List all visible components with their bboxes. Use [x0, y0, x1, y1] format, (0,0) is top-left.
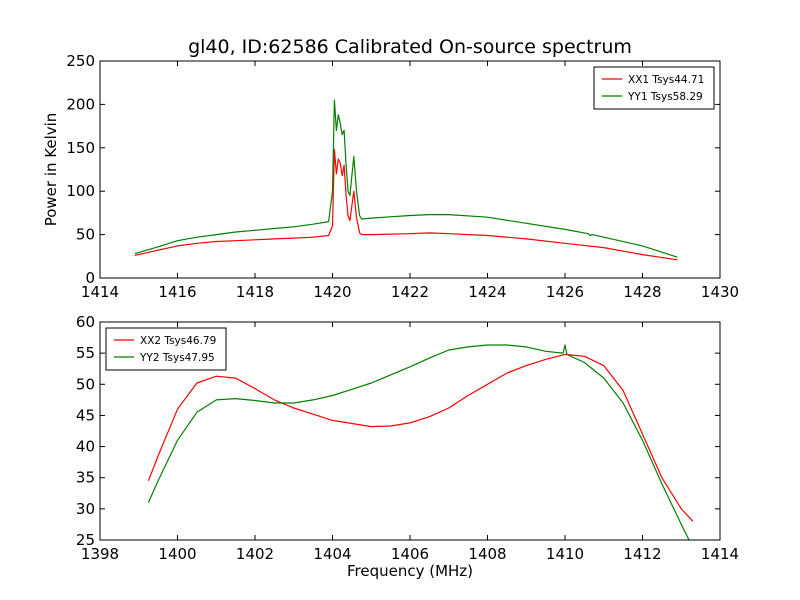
bottom-panel: 1398 1400 1402 1404 1406 1408 1410 1412 1414 25 30… [76, 313, 739, 580]
x-tick-label: 1404 [313, 545, 351, 563]
legend-entry: XX2 Tsys46.79 [140, 335, 216, 347]
y-tick-label: 55 [76, 344, 95, 362]
y-tick-label: 50 [76, 375, 95, 393]
x-tick-label: 1428 [623, 283, 661, 301]
legend-box [105, 327, 227, 371]
legend: XX1 Tsys44.71 YY1 Tsys58.29 [593, 66, 715, 110]
y-tick-label: 250 [66, 52, 95, 70]
legend-entry: XX1 Tsys44.71 [628, 74, 704, 86]
series-line-XX2 Tsys46.79 [147, 353, 694, 522]
y-tick-label: 35 [76, 469, 95, 487]
x-axis-label: Frequency (MHz) [347, 562, 473, 580]
x-tick-label: 1400 [158, 545, 196, 563]
y-tick-label: 25 [76, 531, 95, 549]
x-tick-label: 1412 [623, 545, 661, 563]
chart-title: gl40, ID:62586 Calibrated On-source spec… [188, 36, 632, 58]
x-tick-label: 1406 [391, 545, 429, 563]
legend-entry: YY1 Tsys58.29 [627, 91, 703, 103]
y-axis-label: Power in Kelvin [42, 113, 60, 227]
x-tick-label: 1418 [236, 283, 274, 301]
y-tick-label: 45 [76, 406, 95, 424]
x-tick-label: 1426 [546, 283, 584, 301]
y-tick-label: 30 [76, 500, 95, 518]
series-line-XX1 Tsys44.71 [134, 148, 678, 261]
x-tick-label: 1414 [701, 545, 739, 563]
legend: XX2 Tsys46.79 YY2 Tsys47.95 [105, 327, 227, 371]
series-line-YY2 Tsys47.95 [147, 344, 690, 540]
y-tick-label: 150 [66, 139, 95, 157]
top-panel: 1414 1416 1418 1420 1422 1424 1426 1428 1430 0 50 1… [42, 52, 739, 301]
y-tick-label: 60 [76, 313, 95, 331]
x-tick-label: 1422 [391, 283, 429, 301]
x-tick-label: 1410 [546, 545, 584, 563]
y-tick-label: 200 [66, 95, 95, 113]
x-tick-label: 1408 [468, 545, 506, 563]
x-tick-label: 1420 [313, 283, 351, 301]
y-tick-label: 100 [66, 182, 95, 200]
y-tick-label: 50 [76, 226, 95, 244]
x-tick-label: 1414 [81, 283, 119, 301]
x-tick-label: 1398 [81, 545, 119, 563]
x-tick-label: 1416 [158, 283, 196, 301]
legend-box [593, 66, 715, 110]
series-line-YY1 Tsys58.29 [134, 99, 678, 258]
x-tick-label: 1424 [468, 283, 506, 301]
y-tick-label: 40 [76, 438, 95, 456]
x-tick-label: 1402 [236, 545, 274, 563]
x-tick-label: 1430 [701, 283, 739, 301]
legend-entry: YY2 Tsys47.95 [139, 352, 215, 364]
y-tick-label: 0 [85, 269, 95, 287]
